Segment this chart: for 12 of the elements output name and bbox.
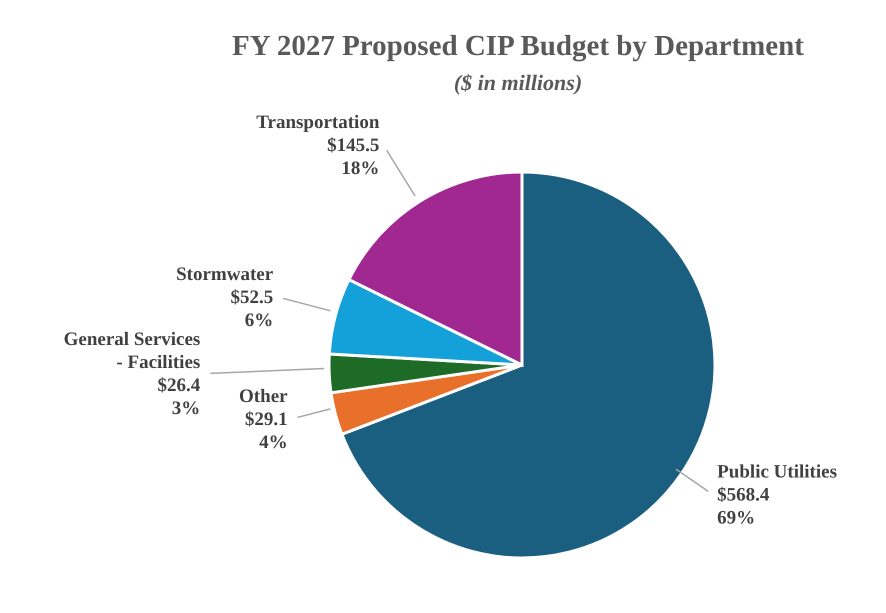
slice-label: Public Utilities <box>717 462 837 483</box>
slice-label: Transportation <box>256 112 380 134</box>
data-label: $26.4 3% <box>158 375 201 420</box>
chart-subtitle: ($ in millions) <box>452 70 584 96</box>
slice-label: General Services - Facilities <box>64 329 200 374</box>
data-label: $29.1 4% <box>244 408 288 453</box>
data-label: $145.5 18% <box>327 135 380 180</box>
data-label: $568.4 69% <box>717 484 770 529</box>
chart-title: FY 2027 Proposed CIP Budget by Department <box>231 30 805 63</box>
slice-label: Other <box>239 386 288 407</box>
data-label: $52.5 6% <box>230 286 274 331</box>
slice-label: Stormwater <box>176 264 274 285</box>
